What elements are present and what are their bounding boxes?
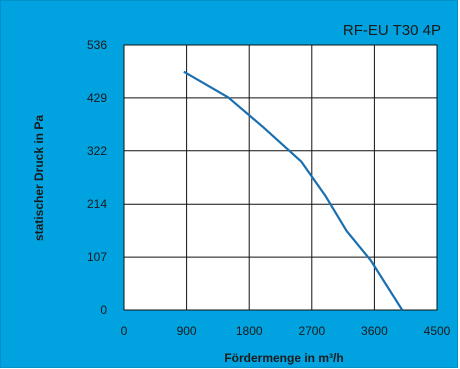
x-axis-label: Fördermenge in m³/h <box>224 351 343 365</box>
x-tick-label: 3600 <box>361 324 388 338</box>
y-tick-labels: 0 107 214 322 429 536 <box>87 38 107 317</box>
y-tick-label: 429 <box>87 91 107 105</box>
y-tick-label: 536 <box>87 38 107 52</box>
y-tick-label: 214 <box>87 197 107 211</box>
x-tick-label: 4500 <box>424 324 451 338</box>
chart-title: RF-EU T30 4P <box>343 22 441 39</box>
series-line <box>183 70 404 311</box>
y-tick-label: 0 <box>100 303 107 317</box>
x-tick-label: 1800 <box>236 324 263 338</box>
y-axis-label: statischer Druck in Pa <box>32 115 46 241</box>
x-tick-label: 0 <box>121 324 128 338</box>
y-tick-label: 322 <box>87 144 107 158</box>
x-tick-labels: 0 900 1800 2700 3600 4500 <box>121 324 451 338</box>
grid-lines <box>124 45 437 310</box>
y-tick-label: 107 <box>87 250 107 264</box>
x-tick-label: 2700 <box>298 324 325 338</box>
plot-area <box>123 44 438 311</box>
x-tick-label: 900 <box>177 324 197 338</box>
